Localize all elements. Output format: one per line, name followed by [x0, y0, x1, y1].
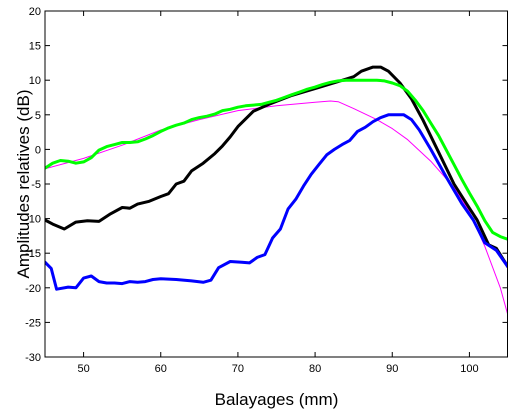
y-axis-ticks: -30 -25 -20 -15 -10 -5 0 5 10 15 20	[25, 6, 508, 364]
y-tick-label: -5	[31, 179, 41, 191]
y-tick-label: -10	[25, 214, 41, 226]
series-line-3	[45, 113, 508, 291]
y-axis-label: Amplitudes relatives (dB)	[14, 90, 33, 279]
y-tick-label: 10	[29, 75, 41, 87]
plot-area: 50 60 70 80 90 100 -30 -25 -20 -15 -10 -5 0 5 10 15 20	[25, 6, 508, 375]
x-tick-label: 100	[460, 363, 478, 375]
y-tick-label: 20	[29, 6, 41, 18]
x-tick-label: 70	[232, 363, 244, 375]
y-tick-label: -20	[25, 283, 41, 295]
series-line-2	[45, 65, 508, 269]
series-line-4	[45, 78, 508, 241]
y-tick-label: 0	[35, 144, 41, 156]
series-layer	[45, 65, 508, 316]
y-tick-label: -30	[25, 352, 41, 364]
x-tick-label: 50	[77, 363, 89, 375]
x-tick-label: 80	[309, 363, 321, 375]
x-axis-ticks: 50 60 70 80 90 100	[77, 11, 479, 375]
x-tick-label: 60	[155, 363, 167, 375]
x-tick-label: 90	[386, 363, 398, 375]
y-tick-label: -25	[25, 317, 41, 329]
y-tick-label: 5	[35, 110, 41, 122]
plot-frame	[45, 11, 508, 357]
x-axis-label: Balayages (mm)	[215, 390, 339, 409]
y-tick-label: 15	[29, 41, 41, 53]
y-tick-label: -15	[25, 248, 41, 260]
